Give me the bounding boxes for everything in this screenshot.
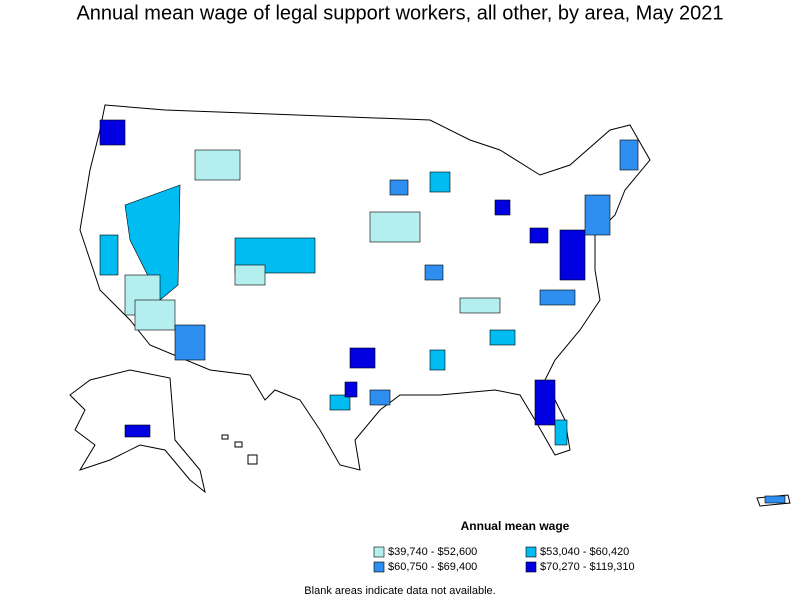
- legend-label: $70,270 - $119,310: [540, 561, 635, 573]
- area: [174, 324, 206, 361]
- legend-title: Annual mean wage: [461, 519, 570, 533]
- area: [554, 419, 568, 446]
- legend-swatch: [373, 561, 385, 573]
- hawaii: [221, 434, 258, 465]
- area: [584, 194, 611, 236]
- legend-label: $39,740 - $52,600: [388, 546, 477, 558]
- area: [369, 389, 391, 406]
- area: [389, 179, 409, 196]
- area: [494, 199, 511, 216]
- footnote: Blank areas indicate data not available.: [304, 585, 495, 597]
- area: [234, 264, 266, 286]
- legend-swatch: [373, 546, 385, 558]
- area: [344, 381, 358, 398]
- area: [429, 349, 446, 371]
- legend-swatch: [525, 561, 537, 573]
- area: [99, 234, 119, 276]
- area: [99, 119, 126, 146]
- area: [349, 347, 376, 369]
- area: [529, 227, 549, 244]
- area: [124, 184, 181, 301]
- area: [764, 495, 786, 504]
- map-title: Annual mean wage of legal support worker…: [76, 2, 723, 24]
- area: [459, 297, 501, 314]
- area: [369, 211, 421, 243]
- legend-label: $60,750 - $69,400: [388, 561, 477, 573]
- area: [194, 149, 241, 181]
- area: [134, 299, 176, 331]
- area: [424, 264, 444, 281]
- legend: Annual mean wage $39,740 - $52,600 $53,04…: [373, 519, 635, 573]
- area: [329, 394, 351, 411]
- us-mainland: [69, 104, 791, 507]
- area: [539, 289, 576, 306]
- area: [429, 171, 451, 193]
- legend-items: $39,740 - $52,600 $53,040 - $60,420 $60,75…: [373, 546, 635, 573]
- area: [534, 379, 556, 426]
- legend-swatch: [525, 546, 537, 558]
- area: [559, 229, 586, 281]
- area: [124, 424, 151, 438]
- area: [619, 139, 639, 171]
- legend-label: $53,040 - $60,420: [540, 546, 629, 558]
- areas: [99, 119, 786, 504]
- area: [489, 329, 516, 346]
